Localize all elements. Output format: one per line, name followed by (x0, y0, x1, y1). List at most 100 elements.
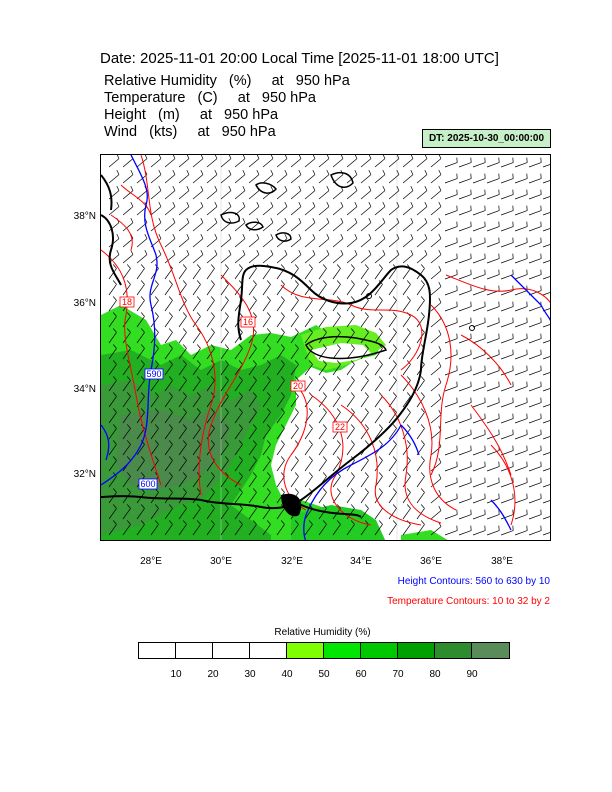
wind-barb (542, 228, 550, 232)
wind-barb-flag (350, 360, 355, 365)
wind-barb (542, 276, 550, 280)
wind-barb-flag (424, 201, 428, 207)
wind-barb-flag (252, 376, 257, 381)
colorbar-cell (324, 643, 361, 658)
wind-barb (360, 332, 369, 344)
wind-barb-flag (168, 520, 173, 525)
wind-barb (374, 364, 383, 376)
wind-barb-flag (396, 249, 400, 255)
wind-barb-flag (396, 155, 400, 159)
wind-barb-flag (322, 440, 327, 445)
wind-barb (262, 444, 271, 456)
wind-barb (276, 254, 288, 264)
wind-barb (150, 524, 159, 536)
height-label: 590 (144, 368, 164, 380)
wind-barb (360, 508, 369, 520)
wind-barb-flag (280, 392, 285, 397)
wind-barb (192, 332, 201, 344)
wind-barb-flag (322, 360, 327, 365)
wind-barb-flag (284, 249, 288, 255)
wind-barb (164, 364, 173, 376)
wind-barb (276, 238, 288, 248)
wind-barb (542, 196, 550, 200)
wind-barb (542, 372, 550, 376)
wind-barb (528, 482, 542, 488)
wind-barb (542, 468, 550, 472)
wind-barb-flag (154, 440, 159, 445)
wind-barb (234, 412, 243, 424)
wind-barb-flag (210, 264, 215, 269)
wind-barb-flag (112, 296, 117, 301)
variable-line: Temperature (C) at 950 hPa (104, 90, 316, 106)
wind-barb-flag (438, 345, 442, 351)
wind-barb (360, 524, 369, 536)
wind-barb (528, 498, 542, 504)
wind-barb-flag (252, 472, 257, 477)
wind-barb (150, 396, 159, 408)
wind-barb-flag (354, 249, 358, 255)
wind-barb (500, 322, 514, 328)
wind-barb-flag (154, 504, 159, 509)
wind-barb (472, 354, 486, 360)
temp-label: 16 (240, 316, 256, 328)
wind-barb-flag (130, 217, 134, 223)
wind-barb (150, 508, 159, 520)
wind-barb-flag (252, 280, 257, 285)
wind-barb-flag (186, 201, 190, 207)
wind-barb (290, 428, 299, 440)
wind-barb (416, 332, 425, 344)
wind-barb (262, 508, 271, 520)
wind-barb-flag (112, 328, 117, 333)
wind-barb-flag (200, 185, 204, 191)
wind-barb-flag (382, 185, 386, 191)
wind-barb-flag (172, 249, 176, 255)
wind-barb (430, 286, 442, 296)
wind-barb-flag (158, 233, 162, 239)
wind-barb (304, 206, 316, 216)
wind-barb (262, 476, 271, 488)
wind-barb-flag (172, 201, 176, 207)
wind-barb (332, 254, 344, 264)
wind-barb-flag (406, 440, 411, 445)
wind-barb (528, 530, 542, 536)
wind-barb (332, 268, 341, 280)
wind-barb (206, 190, 218, 200)
wind-barb-flag (224, 456, 229, 461)
wind-barb-flag (186, 217, 190, 223)
wind-barb (402, 238, 414, 248)
wind-barb (220, 158, 232, 168)
wind-barb-flag (200, 217, 204, 223)
wind-barb-flag (350, 328, 355, 333)
wind-barb-flag (196, 504, 201, 509)
wind-barb (122, 268, 131, 280)
wind-barb (276, 190, 288, 200)
wind-barb (332, 412, 341, 424)
wind-barb-flag (350, 520, 355, 525)
wind-barb (444, 482, 458, 488)
wind-barb (374, 412, 383, 424)
wind-barb (136, 364, 145, 376)
wind-barb (164, 300, 173, 312)
wind-barb (346, 268, 355, 280)
wind-barb-flag (242, 185, 246, 191)
wind-barb-flag (340, 249, 344, 255)
wind-barb (262, 238, 274, 248)
wind-barb (360, 268, 369, 280)
wind-barb (528, 370, 542, 376)
wind-barb (444, 498, 458, 504)
islands (220, 171, 388, 360)
wind-barb (276, 174, 288, 184)
wind-barb (528, 162, 542, 168)
wind-barb (402, 332, 411, 344)
wind-barb (108, 222, 120, 232)
wind-barb-flag (308, 456, 313, 461)
wind-barb-flag (378, 472, 383, 477)
wind-barb (234, 476, 243, 488)
wind-barb-flag (284, 201, 288, 207)
wind-barb (248, 380, 257, 392)
wind-barb-flag (126, 456, 131, 461)
wind-barb-flag (228, 233, 232, 239)
wind-barb (542, 404, 550, 408)
wind-barb (514, 434, 528, 440)
wind-barb-flag (252, 392, 257, 397)
